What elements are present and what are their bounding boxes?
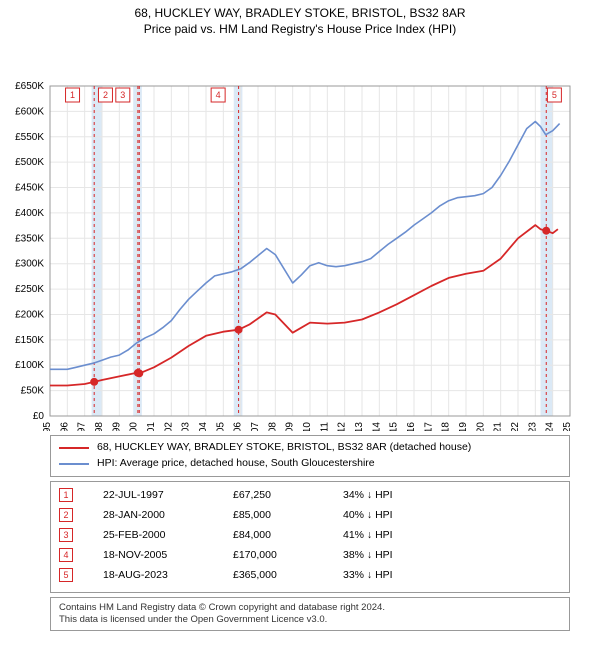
event-date: 18-AUG-2023 bbox=[103, 569, 233, 581]
event-delta: 38% ↓ HPI bbox=[343, 549, 393, 561]
event-row: 1 22-JUL-1997£67,25034% ↓ HPI bbox=[59, 488, 561, 502]
svg-text:2016: 2016 bbox=[406, 422, 417, 431]
event-date: 28-JAN-2000 bbox=[103, 509, 233, 521]
footer-line2: This data is licensed under the Open Gov… bbox=[59, 614, 561, 626]
svg-text:2007: 2007 bbox=[250, 422, 261, 431]
svg-text:£200K: £200K bbox=[15, 309, 44, 320]
svg-text:3: 3 bbox=[120, 90, 125, 100]
svg-text:£300K: £300K bbox=[15, 259, 44, 270]
event-marker: 5 bbox=[59, 568, 73, 582]
svg-text:2005: 2005 bbox=[215, 422, 226, 431]
svg-text:£500K: £500K bbox=[15, 157, 44, 168]
svg-text:2012: 2012 bbox=[337, 422, 348, 431]
svg-text:1996: 1996 bbox=[59, 422, 70, 431]
event-row: 2 28-JAN-2000£85,00040% ↓ HPI bbox=[59, 508, 561, 522]
svg-text:£400K: £400K bbox=[15, 208, 44, 219]
svg-text:2006: 2006 bbox=[233, 422, 244, 431]
svg-text:2020: 2020 bbox=[475, 422, 486, 431]
event-date: 18-NOV-2005 bbox=[103, 549, 233, 561]
event-row: 5 18-AUG-2023£365,00033% ↓ HPI bbox=[59, 568, 561, 582]
svg-text:2021: 2021 bbox=[493, 422, 504, 431]
svg-text:2025: 2025 bbox=[562, 422, 573, 431]
svg-text:2009: 2009 bbox=[285, 422, 296, 431]
event-price: £170,000 bbox=[233, 549, 343, 561]
event-delta: 41% ↓ HPI bbox=[343, 529, 393, 541]
event-marker: 3 bbox=[59, 528, 73, 542]
svg-text:1999: 1999 bbox=[111, 422, 122, 431]
svg-text:2011: 2011 bbox=[319, 422, 330, 431]
svg-text:1: 1 bbox=[70, 90, 75, 100]
svg-text:2008: 2008 bbox=[267, 422, 278, 431]
svg-text:2013: 2013 bbox=[354, 422, 365, 431]
svg-text:2022: 2022 bbox=[510, 422, 521, 431]
svg-text:£650K: £650K bbox=[15, 81, 44, 92]
event-marker: 2 bbox=[59, 508, 73, 522]
svg-text:£250K: £250K bbox=[15, 284, 44, 295]
svg-text:4: 4 bbox=[216, 90, 221, 100]
event-date: 22-JUL-1997 bbox=[103, 489, 233, 501]
svg-text:£50K: £50K bbox=[21, 386, 45, 397]
svg-text:2004: 2004 bbox=[198, 422, 209, 431]
svg-text:2017: 2017 bbox=[423, 422, 434, 431]
svg-text:1998: 1998 bbox=[94, 422, 105, 431]
event-row: 3 25-FEB-2000£84,00041% ↓ HPI bbox=[59, 528, 561, 542]
svg-text:£550K: £550K bbox=[15, 132, 44, 143]
event-marker: 1 bbox=[59, 488, 73, 502]
svg-text:2010: 2010 bbox=[302, 422, 313, 431]
title-line1: 68, HUCKLEY WAY, BRADLEY STOKE, BRISTOL,… bbox=[0, 6, 600, 20]
event-price: £67,250 bbox=[233, 489, 343, 501]
svg-text:2023: 2023 bbox=[527, 422, 538, 431]
chart-container: 68, HUCKLEY WAY, BRADLEY STOKE, BRISTOL,… bbox=[0, 0, 600, 650]
event-price: £84,000 bbox=[233, 529, 343, 541]
legend-box: 68, HUCKLEY WAY, BRADLEY STOKE, BRISTOL,… bbox=[50, 435, 570, 477]
event-row: 4 18-NOV-2005£170,00038% ↓ HPI bbox=[59, 548, 561, 562]
svg-text:2: 2 bbox=[103, 90, 108, 100]
svg-text:2000: 2000 bbox=[129, 422, 140, 431]
svg-text:2001: 2001 bbox=[146, 422, 157, 431]
svg-text:£450K: £450K bbox=[15, 183, 44, 194]
svg-text:£600K: £600K bbox=[15, 106, 44, 117]
svg-text:£0: £0 bbox=[33, 411, 45, 422]
event-price: £85,000 bbox=[233, 509, 343, 521]
svg-text:2003: 2003 bbox=[181, 422, 192, 431]
event-marker: 4 bbox=[59, 548, 73, 562]
svg-text:1995: 1995 bbox=[42, 422, 53, 431]
legend-label-1: 68, HUCKLEY WAY, BRADLEY STOKE, BRISTOL,… bbox=[97, 440, 471, 456]
event-delta: 40% ↓ HPI bbox=[343, 509, 393, 521]
event-delta: 33% ↓ HPI bbox=[343, 569, 393, 581]
footer-box: Contains HM Land Registry data © Crown c… bbox=[50, 597, 570, 632]
legend-label-2: HPI: Average price, detached house, Sout… bbox=[97, 456, 375, 472]
svg-text:2018: 2018 bbox=[441, 422, 452, 431]
svg-text:2015: 2015 bbox=[389, 422, 400, 431]
svg-text:£150K: £150K bbox=[15, 335, 44, 346]
footer-line1: Contains HM Land Registry data © Crown c… bbox=[59, 602, 561, 614]
svg-text:1997: 1997 bbox=[77, 422, 88, 431]
svg-text:£350K: £350K bbox=[15, 233, 44, 244]
price-chart: £0 £50K £100K £150K £200K £250K £300K £350K £400… bbox=[0, 36, 600, 431]
legend-swatch-2 bbox=[59, 463, 89, 465]
legend-swatch-1 bbox=[59, 447, 89, 449]
event-delta: 34% ↓ HPI bbox=[343, 489, 393, 501]
svg-text:£100K: £100K bbox=[15, 360, 44, 371]
title-block: 68, HUCKLEY WAY, BRADLEY STOKE, BRISTOL,… bbox=[0, 0, 600, 36]
svg-text:2014: 2014 bbox=[371, 422, 382, 431]
legend-row-2: HPI: Average price, detached house, Sout… bbox=[59, 456, 561, 472]
title-line2: Price paid vs. HM Land Registry's House … bbox=[0, 22, 600, 36]
legend-row-1: 68, HUCKLEY WAY, BRADLEY STOKE, BRISTOL,… bbox=[59, 440, 561, 456]
event-date: 25-FEB-2000 bbox=[103, 529, 233, 541]
events-box: 1 22-JUL-1997£67,25034% ↓ HPI 2 28-JAN-2000… bbox=[50, 481, 570, 593]
event-price: £365,000 bbox=[233, 569, 343, 581]
svg-text:5: 5 bbox=[552, 90, 557, 100]
svg-text:2019: 2019 bbox=[458, 422, 469, 431]
svg-text:2024: 2024 bbox=[545, 422, 556, 431]
svg-text:2002: 2002 bbox=[163, 422, 174, 431]
